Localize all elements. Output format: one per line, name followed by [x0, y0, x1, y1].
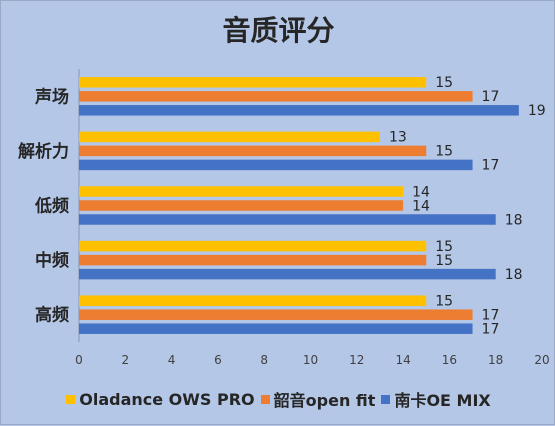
x-tick-label: 14 [395, 353, 410, 367]
data-label: 14 [412, 198, 430, 214]
bar [79, 214, 496, 225]
bar [79, 200, 404, 211]
x-tick-label: 10 [303, 353, 318, 367]
bar [79, 105, 519, 116]
x-tick-label: 8 [260, 353, 268, 367]
legend: Oladance OWS PRO 韶音open fit 南卡OE MIX [1, 387, 555, 411]
data-label: 17 [482, 307, 500, 323]
legend-item-0: Oladance OWS PRO [66, 389, 255, 409]
data-label: 15 [435, 239, 453, 255]
data-label: 14 [412, 184, 430, 200]
bar [79, 159, 473, 171]
bar [79, 77, 427, 88]
data-label: 15 [435, 293, 453, 309]
bar [79, 254, 427, 266]
data-label: 18 [505, 267, 523, 283]
category-label: 低频 [34, 196, 69, 217]
legend-swatch-0 [66, 394, 76, 404]
data-label: 17 [482, 321, 500, 337]
category-label: 高频 [35, 305, 69, 326]
legend-label-0: Oladance OWS PRO [79, 389, 255, 409]
x-tick-label: 0 [75, 353, 83, 367]
data-label: 17 [482, 158, 500, 174]
category-label: 中频 [35, 250, 69, 271]
x-tick-label: 16 [442, 353, 457, 367]
legend-swatch-1 [260, 394, 270, 404]
data-label: 17 [482, 89, 500, 105]
legend-label-2: 南卡OE MIX [394, 391, 491, 410]
bar [79, 295, 427, 306]
bar [79, 323, 473, 334]
bar [79, 268, 496, 280]
x-tick-label: 6 [214, 353, 222, 367]
x-tick-label: 18 [488, 353, 503, 367]
category-label: 解析力 [18, 141, 69, 162]
bar [79, 240, 427, 252]
data-label: 18 [505, 212, 523, 228]
legend-swatch-2 [381, 394, 391, 404]
x-tick-label: 2 [121, 353, 129, 367]
bar [79, 131, 380, 143]
x-tick-label: 20 [534, 353, 549, 367]
bar [79, 91, 473, 102]
legend-item-2: 南卡OE MIX [381, 387, 491, 411]
legend-item-1: 韶音open fit [260, 387, 376, 411]
data-label: 19 [528, 103, 546, 119]
data-label: 13 [389, 130, 407, 146]
data-label: 15 [435, 253, 453, 269]
legend-label-1: 韶音open fit [273, 391, 376, 410]
bar [79, 186, 404, 197]
bar [79, 145, 427, 157]
x-tick-label: 12 [349, 353, 364, 367]
data-label: 15 [435, 75, 453, 91]
x-tick-label: 4 [168, 353, 176, 367]
category-label: 声场 [34, 86, 69, 107]
chart-title: 音质评分 [222, 14, 335, 47]
data-label: 15 [435, 144, 453, 160]
bar [79, 309, 473, 320]
